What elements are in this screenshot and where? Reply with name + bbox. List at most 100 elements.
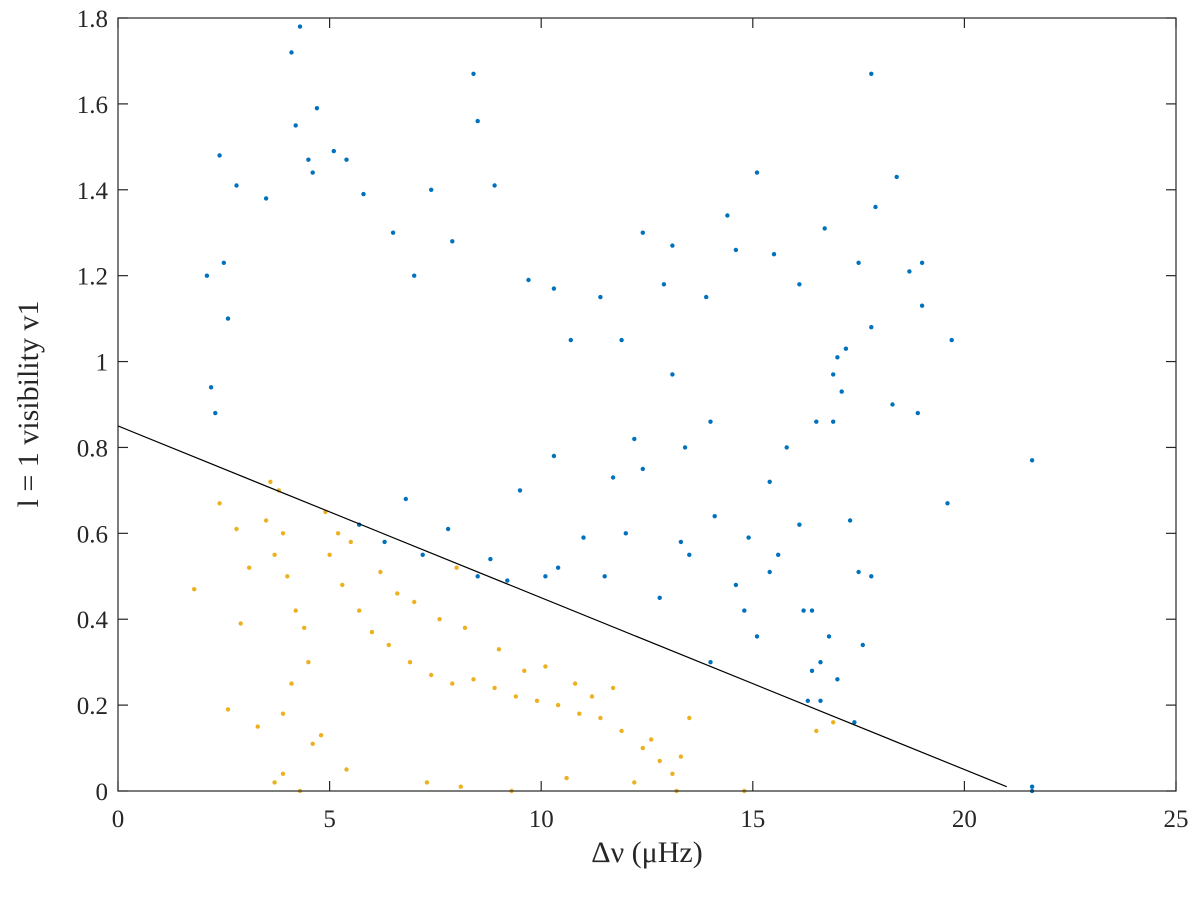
scatter-point-series-2 [831, 720, 836, 725]
x-tick-label: 0 [112, 806, 125, 833]
scatter-point-series-1 [551, 453, 557, 459]
scatter-point-series-2 [492, 685, 497, 691]
scatter-point-series-1 [543, 574, 548, 579]
x-axis-title: Δν (μHz) [591, 836, 702, 869]
x-tick-label: 15 [740, 806, 765, 833]
scatter-point-series-2 [395, 591, 400, 596]
scatter-point-series-2 [378, 569, 383, 575]
scatter-point-series-1 [818, 660, 823, 665]
scatter-point-series-2 [632, 780, 637, 785]
scatter-point-series-1 [746, 535, 751, 540]
scatter-point-series-2 [340, 582, 345, 588]
scatter-point-series-1 [568, 337, 573, 343]
scatter-point-series-1 [450, 239, 455, 244]
scatter-point-series-2 [272, 552, 277, 557]
scatter-point-series-2 [255, 724, 260, 729]
scatter-point-series-1 [492, 183, 497, 188]
scatter-point-series-1 [894, 174, 899, 180]
scatter-point-series-2 [437, 617, 442, 622]
scatter-point-series-2 [513, 694, 518, 699]
scatter-point-series-1 [314, 106, 320, 111]
scatter-point-series-1 [856, 260, 861, 265]
scatter-point-series-2 [429, 672, 434, 678]
scatter-point-series-1 [420, 552, 425, 557]
scatter-point-series-1 [801, 608, 806, 613]
scatter-point-series-2 [598, 715, 603, 721]
x-tick-label: 25 [1164, 806, 1189, 833]
scatter-point-series-1 [602, 574, 607, 579]
scatter-point-series-1 [843, 346, 849, 351]
y-tick-label: 0.8 [77, 435, 108, 462]
scatter-point-series-2 [522, 668, 527, 673]
scatter-point-series-1 [776, 552, 781, 557]
scatter-point-series-1 [344, 157, 349, 162]
scatter-point-series-1 [297, 24, 303, 29]
scatter-point-series-1 [657, 595, 662, 600]
scatter-point-series-1 [208, 385, 214, 390]
x-tick-label: 20 [952, 806, 977, 833]
scatter-point-series-1 [445, 526, 451, 532]
scatter-point-series-1 [949, 337, 954, 343]
scatter-point-series-1 [403, 496, 408, 502]
scatter-point-series-1 [907, 269, 912, 274]
scatter-point-series-1 [412, 273, 417, 278]
scatter-point-series-2 [678, 754, 684, 759]
scatter-point-series-1 [475, 574, 480, 579]
scatter-point-series-1 [475, 118, 480, 124]
scatter-point-series-2 [657, 758, 662, 764]
scatter-point-series-2 [280, 771, 286, 776]
scatter-point-series-1 [505, 578, 510, 583]
y-tick-label: 0 [96, 779, 109, 806]
x-tick-label: 5 [323, 806, 336, 833]
scatter-point-series-1 [852, 720, 857, 725]
scatter-point-series-1 [598, 294, 603, 300]
scatter-point-series-2 [462, 625, 468, 630]
scatter-point-series-2 [327, 552, 332, 557]
plot-area [118, 18, 1176, 791]
scatter-point-series-1 [289, 50, 294, 55]
scatter-point-series-2 [357, 608, 362, 613]
scatter-point-series-1 [204, 273, 210, 278]
scatter-point-series-1 [809, 608, 815, 613]
scatter-point-series-2 [687, 715, 692, 721]
scatter-point-series-1 [551, 286, 557, 291]
scatter-point-series-1 [869, 71, 874, 77]
scatter-point-series-1 [767, 479, 772, 484]
x-tick-label: 10 [529, 806, 554, 833]
scatter-point-series-1 [733, 582, 739, 588]
scatter-point-series-1 [784, 445, 789, 450]
scatter-point-series-1 [670, 243, 675, 248]
scatter-point-series-1 [919, 303, 925, 308]
scatter-point-series-2 [348, 539, 353, 545]
scatter-point-series-1 [293, 123, 298, 128]
axis-ticks: 0 5 10 15 20 25 0 0.2 0.4 0.6 0.8 1 1.2 1.4 1.6 1.8 [77, 6, 1189, 833]
scatter-point-series-2 [280, 531, 286, 536]
scatter-point-series-2 [649, 737, 654, 742]
scatter-point-series-2 [238, 621, 243, 626]
y-tick-label: 1.6 [77, 92, 108, 119]
y-tick-label: 1.2 [77, 264, 108, 291]
scatter-point-series-1 [687, 552, 692, 557]
scatter-point-series-1 [831, 372, 836, 377]
scatter-point-series-1 [213, 410, 218, 416]
scatter-point-series-2 [412, 599, 417, 605]
scatter-point-series-2 [272, 780, 277, 785]
scatter-point-series-2 [572, 681, 578, 686]
scatter-point-series-1 [805, 698, 810, 703]
scatter-point-series-2 [293, 608, 298, 613]
scatter-point-series-2 [247, 565, 252, 570]
scatter-point-series-1 [517, 488, 523, 493]
scatter-point-series-1 [835, 355, 840, 360]
scatter-point-series-1 [754, 634, 760, 639]
scatter-point-series-1 [661, 282, 667, 287]
scatter-point-series-1 [856, 569, 861, 575]
scatter-point-series-2 [335, 531, 341, 536]
y-tick-label: 0.4 [77, 607, 109, 634]
scatter-point-series-1 [873, 204, 878, 210]
scatter-point-series-1 [869, 325, 874, 330]
scatter-point-series-1 [847, 518, 853, 523]
scatter-point-series-1 [306, 157, 311, 162]
scatter-point-series-1 [678, 539, 684, 545]
scatter-point-series-1 [682, 445, 688, 450]
